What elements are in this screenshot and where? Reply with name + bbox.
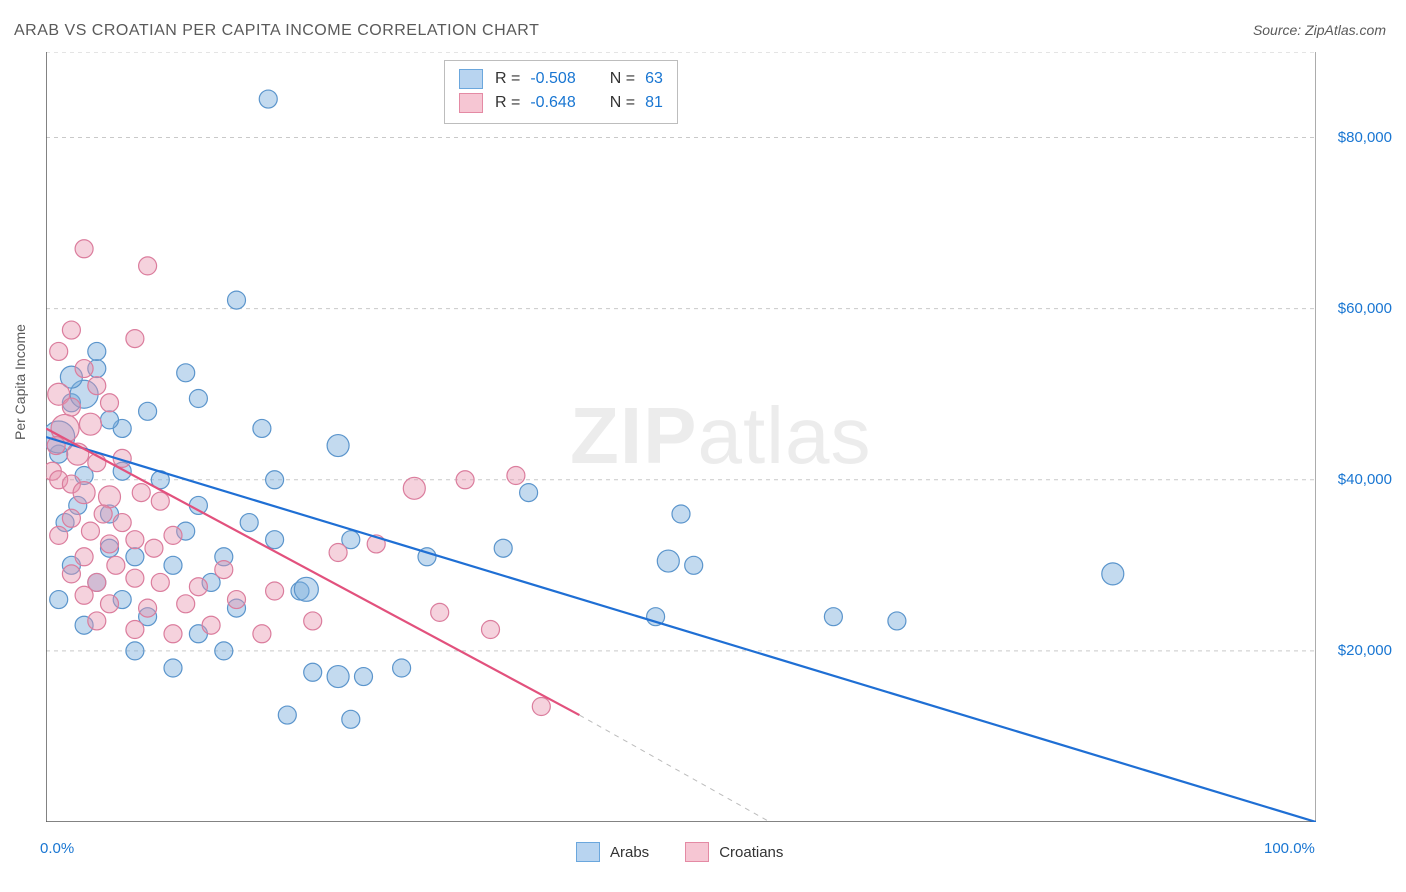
y-tick-label: $60,000 (1322, 300, 1392, 317)
legend-swatch (459, 69, 483, 89)
plot-svg (46, 52, 1316, 822)
source-attribution: Source: ZipAtlas.com (1253, 22, 1386, 38)
stat-n-value: 81 (645, 94, 663, 112)
chart-title: ARAB VS CROATIAN PER CAPITA INCOME CORRE… (14, 22, 539, 40)
stat-r-value: -0.648 (530, 94, 575, 112)
legend-label: Arabs (610, 844, 649, 861)
legend-swatch (576, 842, 600, 862)
stats-legend-box: R = -0.508 N = 63 R = -0.648 N = 81 (444, 60, 678, 124)
source-prefix: Source: (1253, 22, 1305, 38)
legend-label: Croatians (719, 844, 783, 861)
stat-r-label: R = (495, 70, 520, 88)
y-tick-label: $40,000 (1322, 471, 1392, 488)
bottom-legend: Arabs Croatians (576, 842, 809, 862)
stat-n-value: 63 (645, 70, 663, 88)
source-name: ZipAtlas.com (1305, 22, 1386, 38)
x-tick-label: 0.0% (40, 840, 74, 857)
stat-n-label: N = (610, 94, 635, 112)
legend-swatch (459, 93, 483, 113)
x-tick-label: 100.0% (1264, 840, 1315, 857)
legend-swatch (685, 842, 709, 862)
stats-row: R = -0.648 N = 81 (459, 91, 663, 115)
stat-n-label: N = (610, 70, 635, 88)
plot-area (46, 52, 1316, 822)
chart-container: ARAB VS CROATIAN PER CAPITA INCOME CORRE… (0, 0, 1406, 892)
y-axis-label: Per Capita Income (12, 324, 28, 440)
stats-row: R = -0.508 N = 63 (459, 67, 663, 91)
stat-r-value: -0.508 (530, 70, 575, 88)
stat-r-label: R = (495, 94, 520, 112)
y-tick-label: $80,000 (1322, 129, 1392, 146)
y-tick-label: $20,000 (1322, 642, 1392, 659)
